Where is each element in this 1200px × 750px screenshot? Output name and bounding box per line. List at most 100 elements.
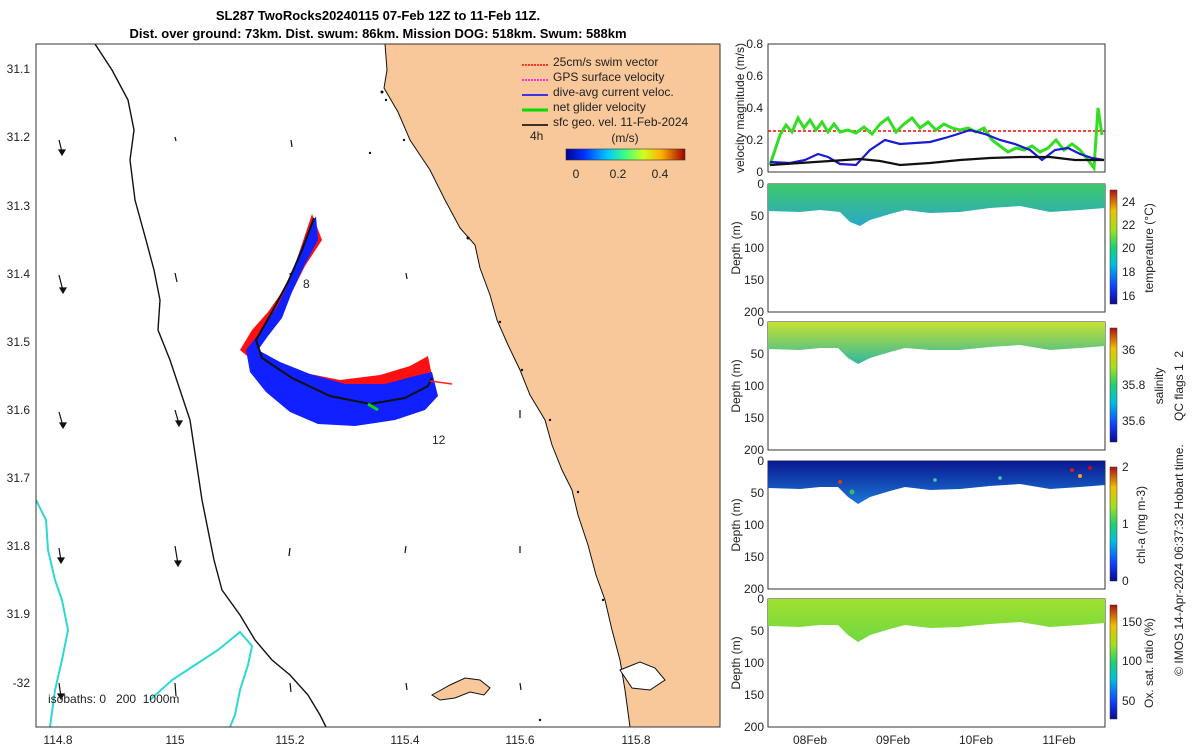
net-velocity-line — [768, 107, 1104, 173]
lon-tick: 114.8 — [43, 733, 72, 747]
lat-tick: 31.3 — [7, 199, 31, 213]
lat-tick: 31.4 — [7, 267, 31, 281]
glider-track — [240, 214, 453, 426]
cb-tick: 100 — [1122, 654, 1142, 668]
legend-net-label: net glider velocity — [553, 100, 646, 114]
colorbar-tick: 0.4 — [652, 167, 669, 181]
isobath-200 — [94, 44, 327, 727]
salinity-colorbar — [1109, 327, 1118, 443]
time-marker: 4h — [530, 129, 543, 143]
oxygen-colorbar — [1109, 604, 1118, 720]
map-panel: 8 12 31.1 31.2 31.3 31.4 31.5 31.6 31.7 … — [7, 43, 721, 747]
cb-tick: 35.8 — [1122, 378, 1146, 392]
salinity-panel: 0 50 100 150 200 Depth (m) 36 35.8 35.6 … — [729, 315, 1166, 457]
cb-tick: 50 — [1122, 694, 1136, 708]
time-axis: 08Feb 09Feb 10Feb 11Feb — [793, 733, 1076, 747]
lat-tick: 31.6 — [7, 403, 31, 417]
gps-vector — [429, 380, 453, 385]
velocity-panel: 0 0.2 0.4 0.6 0.8 velocity magnitude (m/… — [733, 37, 1106, 179]
depth-tick: 150 — [744, 411, 764, 425]
temperature-panel: 0 50 100 150 200 Depth (m) 24 22 20 18 1… — [729, 177, 1156, 319]
lon-axis: 114.8 115 115.2 115.4 115.6 115.8 — [43, 733, 650, 747]
depth-tick: 50 — [751, 209, 765, 223]
depth-tick: 100 — [744, 379, 764, 393]
depth-tick: 150 — [744, 273, 764, 287]
cb-tick: 35.6 — [1122, 414, 1146, 428]
temperature-section — [768, 184, 1105, 226]
oxygen-panel: 0 50 100 150 200 Depth (m) 150 100 50 Ox… — [729, 592, 1156, 734]
lat-tick: 31.9 — [7, 607, 31, 621]
isobath-1000-loop — [149, 630, 254, 727]
depth-tick: 100 — [744, 656, 764, 670]
map-frame — [35, 43, 721, 728]
title-line-2: Dist. over ground: 73km. Dist. swum: 86k… — [129, 26, 626, 41]
cb-tick: 18 — [1122, 265, 1136, 279]
depth-tick: 200 — [744, 443, 764, 457]
cb-tick: 150 — [1122, 615, 1142, 629]
depth-ylabel: Depth (m) — [729, 636, 743, 689]
oxygen-cblabel: Ox. sat. ratio (%) — [1142, 618, 1156, 708]
depth-tick: 50 — [751, 347, 765, 361]
chla-cblabel: chl-a (mg m-3) — [1134, 486, 1148, 564]
cb-tick: 36 — [1122, 343, 1136, 357]
track-line — [254, 217, 433, 406]
chla-panel: 0 50 100 150 200 Depth (m) 2 1 0 chl-a (… — [729, 454, 1148, 596]
velocity-ytick: 0.6 — [746, 69, 763, 83]
velocity-frame — [767, 43, 1106, 173]
geo-velocity-line — [769, 155, 1104, 167]
lat-tick: 31.8 — [7, 539, 31, 553]
salinity-section — [768, 322, 1105, 364]
colorbar-tick: 0.2 — [610, 167, 627, 181]
chla-section — [768, 461, 1105, 504]
lon-tick: 115.6 — [505, 733, 534, 747]
imos-credit: © IMOS 14-Apr-2024 06:37:32 Hobart time. — [1172, 444, 1186, 676]
isobath-1000 — [36, 499, 70, 727]
lon-tick: 115.4 — [390, 733, 419, 747]
net-velocity-mark — [367, 402, 379, 412]
depth-tick: 0 — [757, 315, 764, 329]
depth-ylabel: Depth (m) — [729, 221, 743, 274]
lat-tick: 31.1 — [7, 62, 31, 76]
track-label-12: 12 — [432, 433, 446, 447]
legend-current-label: dive-avg current veloc. — [553, 85, 674, 99]
lon-tick: 115 — [165, 733, 184, 747]
salinity-cblabel: salinity — [1152, 368, 1166, 405]
cb-tick: 0 — [1122, 574, 1129, 588]
cb-tick: 2 — [1122, 460, 1129, 474]
velocity-ytick: 0.2 — [746, 133, 763, 147]
depth-ylabel: Depth (m) — [729, 359, 743, 412]
cb-tick: 16 — [1122, 289, 1136, 303]
cb-tick: 22 — [1122, 218, 1136, 232]
time-tick: 11Feb — [1042, 733, 1075, 747]
current-velocity-line — [769, 128, 1105, 167]
lat-tick: -32 — [13, 676, 31, 690]
track-label-8: 8 — [303, 277, 310, 291]
isobaths-label: isobaths: 0 200 1000m — [48, 692, 179, 706]
oxygen-section — [768, 599, 1105, 642]
depth-tick: 200 — [744, 305, 764, 319]
depth-tick: 100 — [744, 518, 764, 532]
temperature-colorbar — [1109, 189, 1118, 305]
legend-swim-label: 25cm/s swim vector — [553, 55, 658, 69]
lat-axis: 31.1 31.2 31.3 31.4 31.5 31.6 31.7 31.8 … — [7, 62, 31, 690]
depth-tick: 100 — [744, 241, 764, 255]
chla-colorbar — [1109, 466, 1118, 582]
legend-gps-label: GPS surface velocity — [553, 70, 664, 84]
island — [431, 677, 491, 701]
lat-tick: 31.5 — [7, 335, 31, 349]
chla-hotspots — [838, 466, 1092, 495]
cb-tick: 24 — [1122, 195, 1136, 209]
time-tick: 10Feb — [959, 733, 993, 747]
coastline-specks — [368, 90, 605, 722]
qc-flags-note: QC flags 1 2 — [1172, 351, 1186, 421]
speed-colorbar — [565, 148, 686, 161]
map-legend: 25cm/s swim vector GPS surface velocity … — [522, 55, 689, 181]
depth-tick: 0 — [757, 177, 764, 191]
velocity-ylabel: velocity magnitude (m/s) — [733, 43, 747, 173]
lat-tick: 31.7 — [7, 471, 31, 485]
title-line-1: SL287 TwoRocks20240115 07-Feb 12Z to 11-… — [216, 8, 540, 23]
time-tick: 09Feb — [876, 733, 910, 747]
island — [619, 661, 666, 691]
colorbar-unit: (m/s) — [611, 131, 638, 145]
lon-tick: 115.8 — [621, 733, 650, 747]
